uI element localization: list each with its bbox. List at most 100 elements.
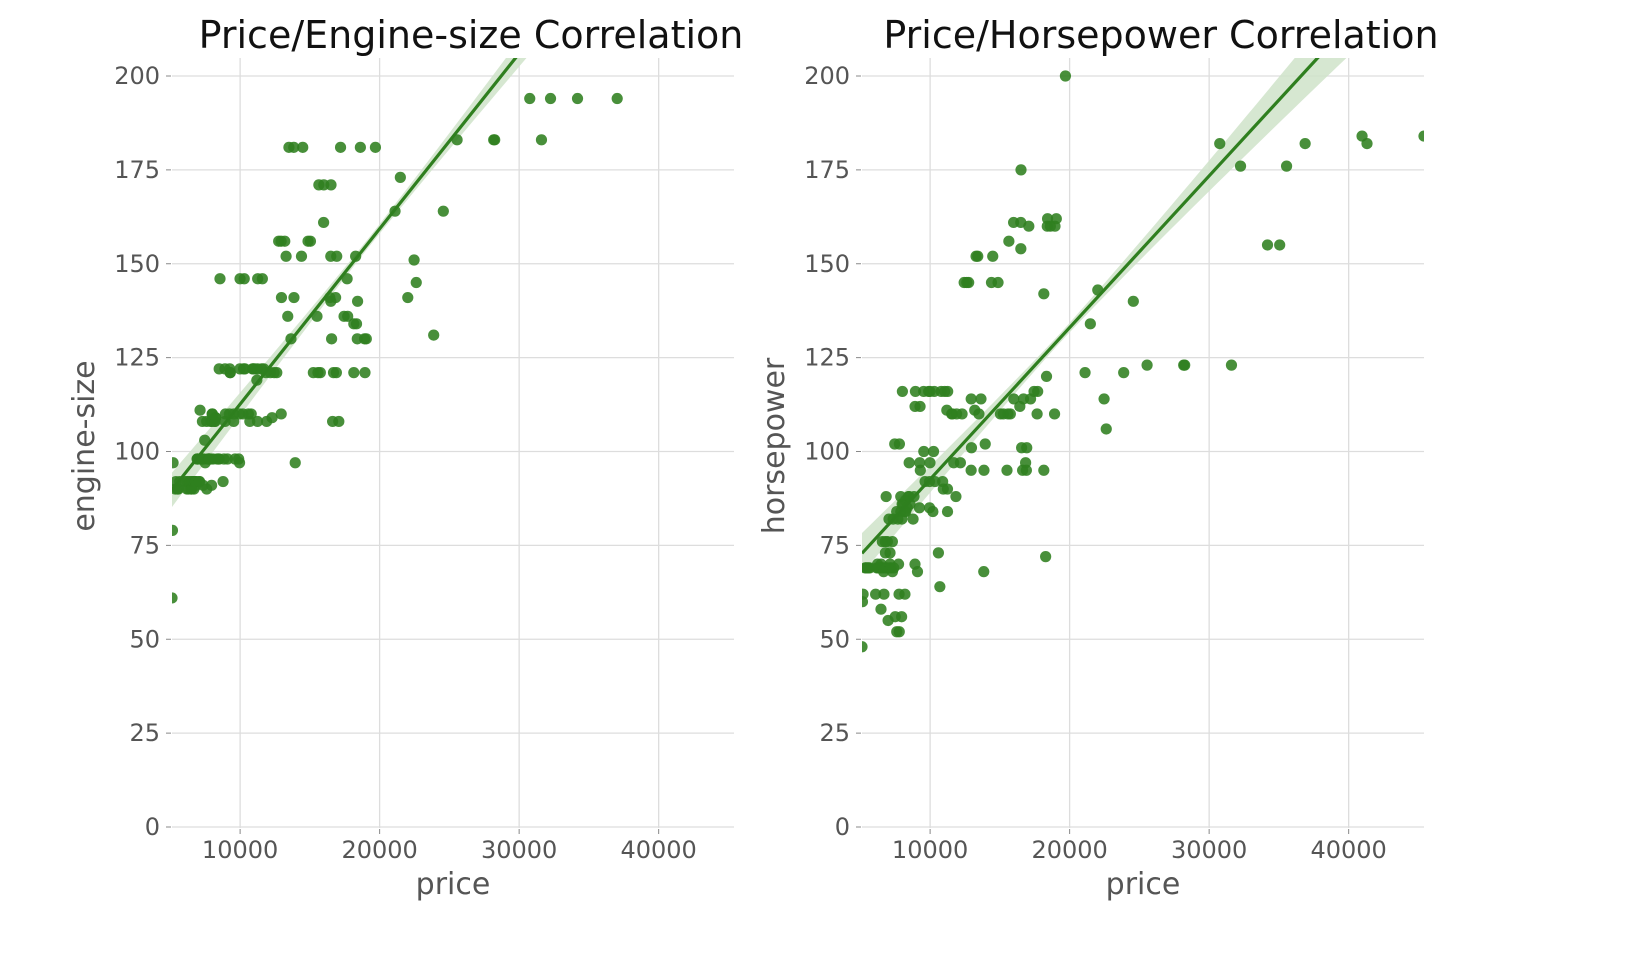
data-point	[1214, 137, 1226, 150]
data-point	[1274, 239, 1286, 251]
data-point	[1280, 160, 1293, 172]
data-point	[914, 400, 926, 413]
scatter-points	[862, 70, 1424, 653]
data-point	[934, 581, 946, 593]
data-point	[884, 547, 896, 559]
data-point	[1003, 235, 1015, 247]
data-point	[941, 483, 954, 495]
data-point	[1127, 295, 1139, 307]
x-tick-label: 10000	[892, 836, 968, 864]
data-point	[489, 134, 501, 146]
data-point	[927, 505, 939, 518]
y-tick-label: 50	[129, 625, 160, 653]
data-point	[932, 547, 945, 559]
data-point	[941, 505, 954, 518]
data-point	[1023, 220, 1035, 232]
data-point	[360, 333, 372, 345]
data-point	[918, 445, 930, 458]
data-point	[295, 250, 308, 262]
data-point	[282, 310, 294, 322]
data-point	[965, 393, 977, 405]
data-point	[214, 273, 226, 285]
data-point	[1100, 423, 1112, 435]
data-point	[909, 385, 922, 398]
data-point	[1225, 359, 1238, 371]
data-point	[350, 250, 362, 262]
data-point	[571, 92, 584, 105]
data-point	[862, 641, 868, 653]
data-point	[239, 363, 251, 375]
data-point	[1361, 137, 1373, 150]
data-point	[451, 134, 463, 146]
y-tick-label: 100	[114, 438, 160, 466]
data-point	[172, 457, 179, 469]
data-point	[942, 385, 954, 398]
data-point	[535, 134, 548, 146]
data-point	[217, 475, 229, 488]
data-point	[251, 415, 264, 428]
gridlines	[856, 58, 1424, 834]
data-point	[289, 457, 301, 469]
data-point	[348, 367, 360, 379]
data-point	[929, 475, 941, 488]
data-point	[893, 438, 906, 450]
y-tick-label: 125	[114, 344, 160, 372]
data-point	[965, 442, 978, 454]
data-point	[325, 179, 337, 191]
data-point	[911, 566, 924, 578]
data-point	[271, 367, 283, 379]
data-point	[288, 291, 300, 304]
data-point	[544, 92, 557, 105]
data-point	[428, 329, 440, 341]
y-tick-label: 0	[145, 813, 160, 841]
y-tick-label: 150	[804, 250, 850, 278]
data-point	[1031, 408, 1043, 420]
data-point	[954, 457, 966, 469]
x-tick-label: 30000	[1171, 836, 1247, 864]
data-point	[318, 216, 330, 229]
data-point	[369, 141, 382, 153]
data-point	[1098, 393, 1110, 405]
data-point	[1008, 393, 1020, 405]
data-point	[280, 250, 292, 262]
data-point	[1040, 551, 1052, 563]
data-point	[896, 385, 908, 398]
data-point	[394, 171, 406, 183]
data-point	[899, 588, 911, 600]
x-axis-label: price	[416, 867, 491, 902]
data-point	[1418, 130, 1424, 142]
x-axis-label: price	[1106, 867, 1181, 902]
data-point	[1032, 385, 1044, 398]
data-point	[913, 502, 926, 514]
engine-size-chart: Price/Engine-size Correlation price engi…	[67, 13, 743, 902]
data-point	[908, 490, 920, 503]
y-tick-label: 50	[819, 625, 850, 653]
horsepower-chart: Price/Horsepower Correlation price horse…	[757, 13, 1439, 902]
data-point	[275, 291, 288, 304]
gridlines	[166, 58, 734, 834]
data-point	[206, 479, 218, 491]
data-point	[973, 408, 985, 420]
data-point	[1004, 408, 1016, 420]
y-tick-label: 0	[835, 813, 850, 841]
y-tick-label: 175	[804, 156, 850, 184]
y-tick-label: 175	[114, 156, 160, 184]
data-point	[611, 92, 623, 105]
data-point	[304, 235, 317, 247]
data-point	[330, 291, 342, 304]
data-point	[1048, 408, 1061, 420]
data-point	[965, 464, 977, 476]
chart-title: Price/Horsepower Correlation	[883, 13, 1438, 57]
data-point	[266, 412, 278, 424]
x-tick-label: 40000	[620, 836, 696, 864]
y-tick-label: 75	[129, 531, 160, 559]
scatter-points	[172, 92, 623, 604]
data-point	[351, 295, 364, 307]
y-axis-label: horsepower	[757, 357, 792, 534]
data-point	[410, 276, 422, 289]
data-point	[330, 367, 342, 379]
data-point	[978, 566, 990, 578]
data-point	[1118, 367, 1130, 379]
y-tick-label: 150	[114, 250, 160, 278]
